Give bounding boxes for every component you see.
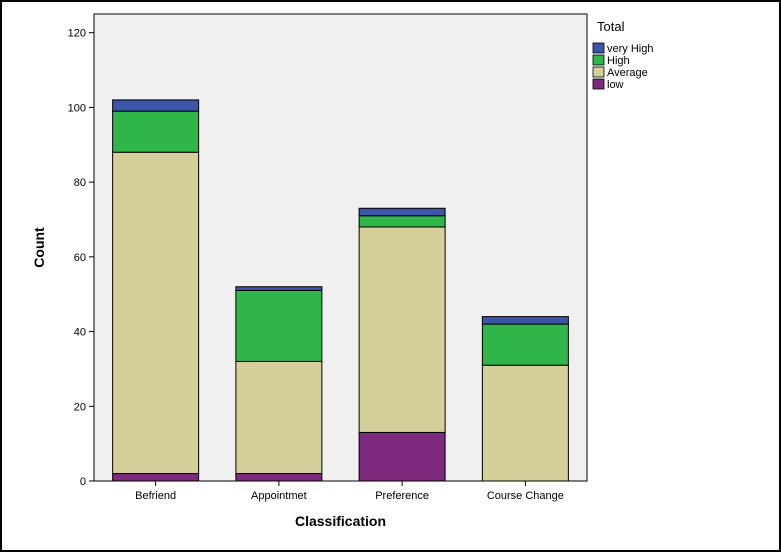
bar-segment-befriend-low [112,473,200,482]
y-axis-title: Count [31,227,47,268]
x-tick-label: Appointmet [251,490,307,502]
y-tick-label: 100 [68,102,86,114]
y-tick-label: 80 [74,177,86,189]
bar-segment-befriend-high [112,110,200,153]
bar-segment-course-change-high [481,323,569,366]
bar-segment-befriend-average [112,151,200,475]
legend-swatch-very-high [592,42,605,54]
bar-segment-befriend-very-high [112,99,200,112]
legend-label-very-high: very High [607,43,653,55]
legend-label-low: low [607,79,624,91]
bars-group [112,99,569,482]
bar-segment-course-change-average [481,364,569,482]
bar-segment-preference-very-high [358,207,446,217]
x-axis: Befriend Appointmet Preference Course Chang… [135,481,564,502]
y-tick-label: 20 [74,401,86,413]
bar-segment-appointmet-low [235,473,323,482]
legend-swatch-low [592,78,605,90]
bar-segment-preference-high [358,215,446,228]
y-tick-label: 40 [74,327,86,339]
legend-title: Total [597,19,625,34]
legend-label-high: High [607,55,630,67]
x-tick-label: Befriend [135,490,176,502]
y-tick-label: 60 [74,252,86,264]
bar-segment-appointmet-very-high [235,286,323,291]
bar-segment-appointmet-average [235,360,323,475]
y-tick-label: 120 [68,28,86,40]
bar-segment-preference-low [358,431,446,482]
bar-segment-appointmet-high [235,289,323,362]
y-axis: 0 20 40 60 80 100 120 [68,28,94,488]
x-axis-title: Classification [295,513,386,529]
bar-segment-preference-average [358,226,446,433]
x-tick-label: Preference [375,490,429,502]
legend-swatch-average [592,66,605,78]
y-tick-label: 0 [80,476,86,488]
legend-swatch-high [592,54,605,66]
legend-label-average: Average [607,67,648,79]
bar-segment-course-change-very-high [481,316,569,325]
x-tick-label: Course Change [487,490,564,502]
